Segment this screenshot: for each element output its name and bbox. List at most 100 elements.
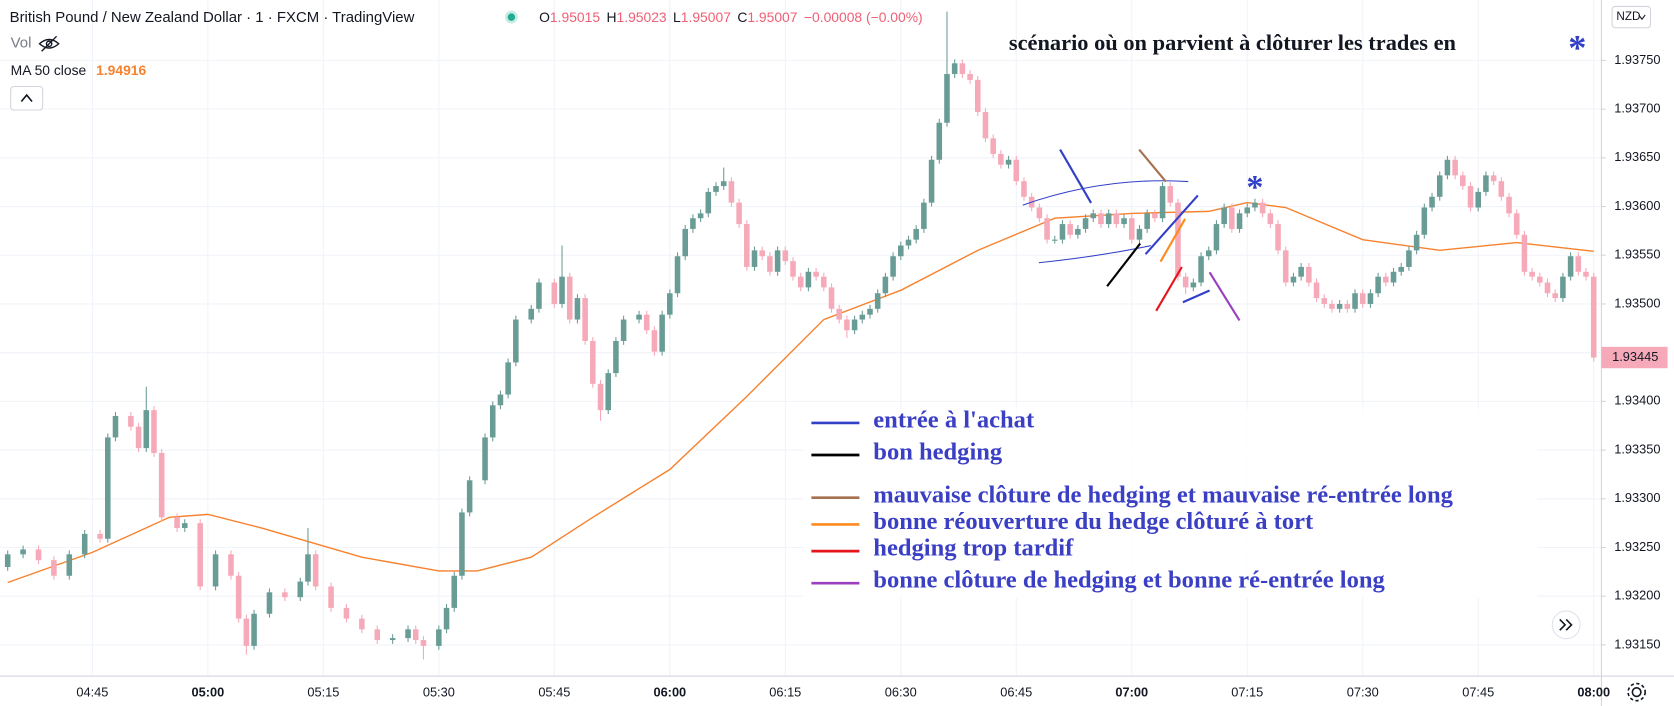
scroll-button[interactable] — [1551, 610, 1581, 640]
candle-body — [728, 181, 735, 203]
candle-body — [174, 517, 180, 529]
candle-body — [412, 629, 419, 641]
candle-body — [1082, 218, 1089, 229]
candle-body — [374, 629, 381, 641]
ohlc-value: 1.95015 — [550, 9, 600, 25]
candle-body — [359, 618, 365, 630]
x-tick-label: 07:30 — [1347, 685, 1379, 700]
candle-body — [1275, 224, 1281, 251]
candle-body — [582, 298, 588, 341]
candle-body — [443, 607, 450, 630]
candle-body — [1252, 202, 1258, 208]
candle-body — [782, 250, 789, 262]
ohlc-label: O — [539, 9, 550, 25]
x-tick-label: 06:30 — [885, 685, 917, 700]
candle-body — [682, 228, 688, 257]
drawing-stroke — [1159, 218, 1186, 263]
candle-body — [1321, 298, 1328, 304]
candle-body — [1036, 207, 1043, 219]
candle-body — [1282, 250, 1289, 283]
hide-icon[interactable] — [38, 35, 60, 52]
x-tick-label: 05:45 — [538, 685, 570, 700]
candle-body — [1121, 218, 1127, 225]
last-price-box — [1601, 346, 1668, 369]
candle-body — [497, 394, 504, 406]
candle-body — [867, 308, 873, 315]
candle-body — [128, 415, 134, 427]
candle-body — [1213, 224, 1220, 251]
candle-body — [828, 287, 835, 309]
ma-value: 1.94916 — [96, 62, 146, 78]
x-tick-label: 06:00 — [653, 685, 686, 700]
candle-body — [1021, 181, 1027, 197]
candle-body — [1590, 276, 1597, 358]
legend-background — [802, 409, 1538, 599]
candle-body — [1537, 276, 1543, 283]
y-tick-label: 1.93500 — [1614, 295, 1660, 310]
drawing-stroke — [1059, 148, 1093, 204]
collapse-button[interactable] — [10, 85, 44, 111]
candle-body — [990, 138, 996, 154]
x-tick-label: 06:45 — [1000, 685, 1032, 700]
candle-body — [1090, 213, 1097, 219]
candle-body — [266, 592, 273, 614]
candle-body — [951, 63, 958, 75]
candle-body — [574, 298, 581, 320]
ohlc-value: 1.95007 — [681, 9, 731, 25]
candle-body — [651, 330, 658, 352]
candle-body — [1175, 202, 1181, 277]
candle-body — [1005, 159, 1012, 165]
candle-body — [636, 314, 642, 320]
candle-body — [405, 629, 411, 639]
annotation: * — [1246, 169, 1263, 206]
symbol: British Pound / New Zealand Dollar · 1 ·… — [10, 9, 415, 26]
candle-body — [805, 271, 812, 288]
candle-body — [1444, 159, 1451, 176]
candle-body — [1144, 213, 1150, 229]
candle-body — [1352, 293, 1358, 309]
ohlc-label: C — [737, 9, 747, 25]
candle-body — [66, 554, 73, 576]
drawing-stroke — [1138, 148, 1167, 183]
candle-body — [774, 250, 781, 272]
x-tick-label: 05:00 — [192, 685, 225, 700]
drawing-stroke — [1182, 289, 1211, 304]
candle-body — [797, 276, 804, 288]
settings-button[interactable] — [1627, 682, 1646, 702]
candle-body — [528, 308, 535, 320]
drawing-stroke — [1155, 266, 1183, 312]
x-tick-label: 07:15 — [1231, 685, 1263, 700]
y-tick-label: 1.93400 — [1614, 393, 1660, 408]
candle-body — [590, 340, 596, 384]
candle-body — [305, 554, 311, 582]
ma-label: MA 50 close — [11, 62, 87, 78]
candle-body — [1075, 228, 1081, 235]
candle-body — [559, 276, 565, 304]
candle-body — [1452, 159, 1458, 176]
candle-body — [813, 271, 819, 277]
y-tick-label: 1.93300 — [1614, 490, 1660, 505]
y-tick-label: 1.93250 — [1614, 539, 1660, 554]
candle-body — [697, 213, 704, 219]
legend-label: bonne clôture de hedging et bonne ré-ent… — [873, 567, 1385, 594]
plot: * entrée à l'achat bon hedging mauvaise clô… — [4, 11, 1597, 660]
candle-body — [1159, 186, 1166, 219]
currency-button[interactable]: NZD — [1611, 5, 1652, 29]
candle-body — [20, 549, 26, 555]
candle-body — [158, 453, 165, 518]
candle-body — [821, 276, 827, 288]
candle-body — [643, 314, 650, 331]
candle-body — [312, 554, 319, 587]
legend-label: bonne réouverture du hedge clôturé à tor… — [873, 508, 1314, 535]
candle-body — [921, 202, 927, 229]
candle-body — [751, 250, 758, 267]
currency: NZD — [1616, 10, 1640, 23]
ohlc-value: 1.95007 — [747, 9, 797, 25]
drawing-stroke — [1144, 194, 1199, 255]
y-tick-label: 1.93600 — [1614, 198, 1660, 213]
candle-body — [1390, 271, 1397, 283]
candle-body — [135, 426, 142, 449]
candle-body — [1467, 186, 1474, 208]
ohlc-value: 1.95023 — [617, 9, 667, 25]
candle-body — [489, 405, 496, 438]
